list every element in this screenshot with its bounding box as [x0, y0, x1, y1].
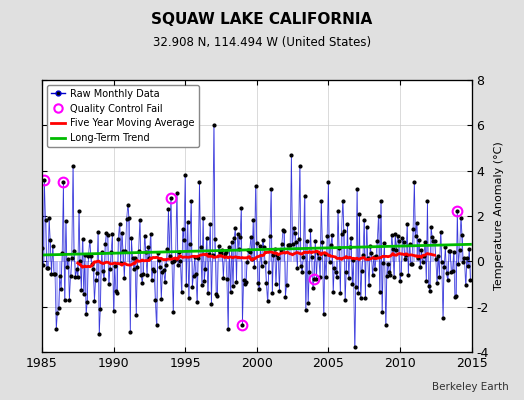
Text: 32.908 N, 114.494 W (United States): 32.908 N, 114.494 W (United States): [153, 36, 371, 49]
Y-axis label: Temperature Anomaly (°C): Temperature Anomaly (°C): [494, 142, 505, 290]
Text: Berkeley Earth: Berkeley Earth: [432, 382, 508, 392]
Legend: Raw Monthly Data, Quality Control Fail, Five Year Moving Average, Long-Term Tren: Raw Monthly Data, Quality Control Fail, …: [47, 85, 199, 147]
Text: SQUAW LAKE CALIFORNIA: SQUAW LAKE CALIFORNIA: [151, 12, 373, 27]
